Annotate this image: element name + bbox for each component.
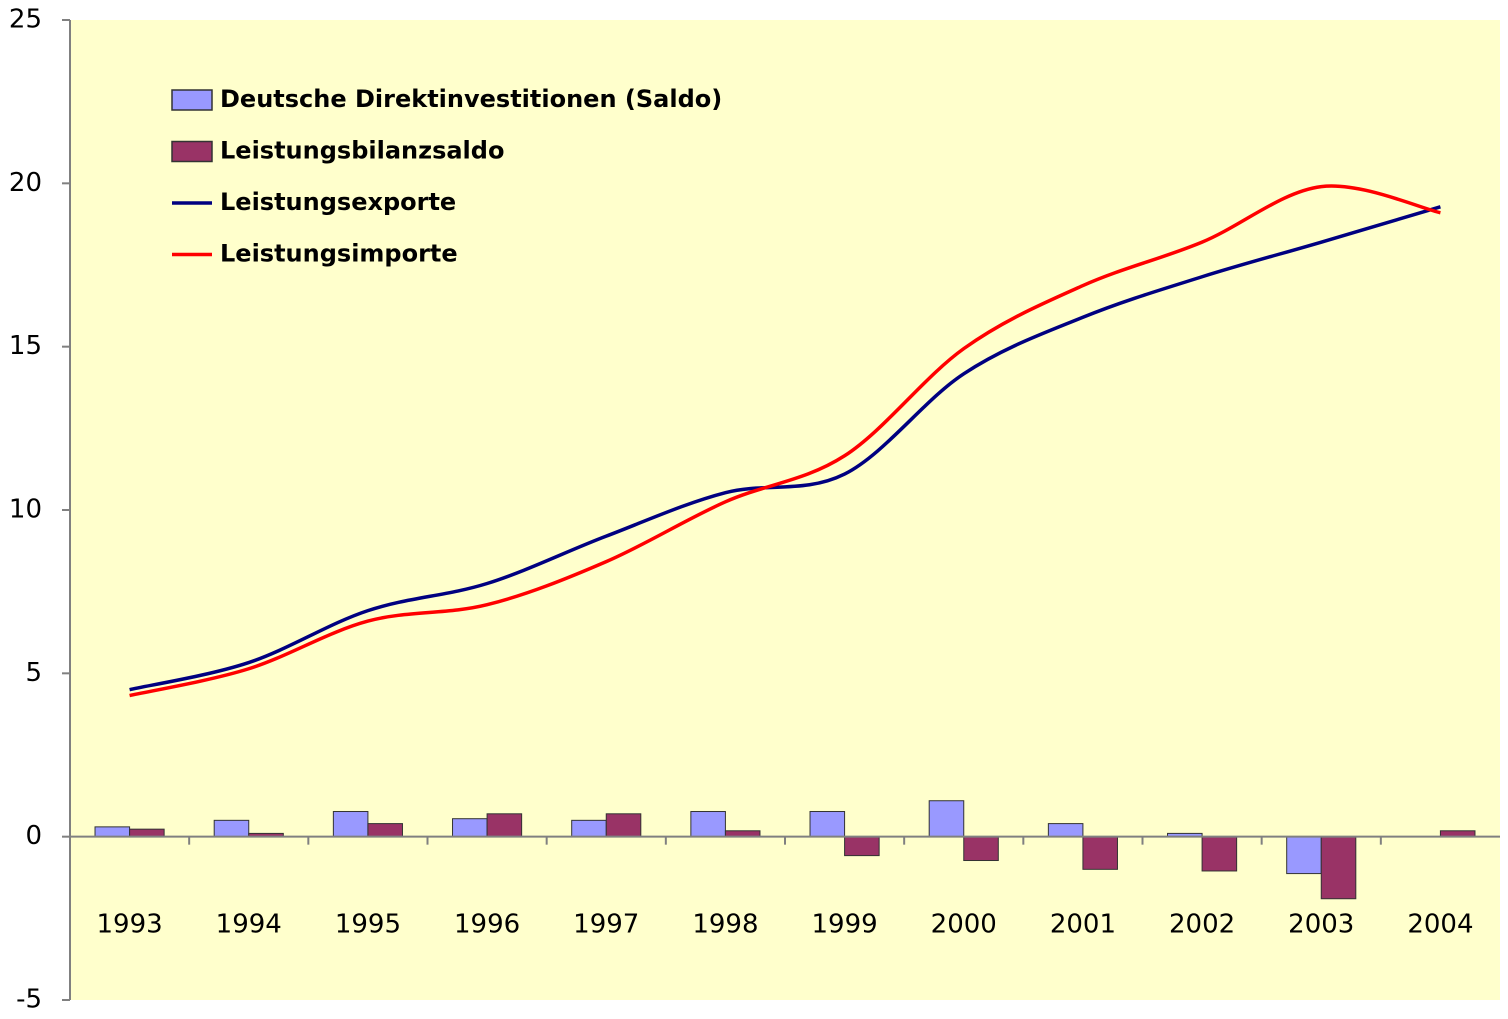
x-tick-label: 1997 [573,910,639,940]
x-tick-label: 1993 [96,910,162,940]
y-tick-label: 20 [9,168,42,198]
x-tick-label: 1996 [454,910,520,940]
bar [571,819,607,838]
bar [129,828,165,838]
x-tick-label: 1995 [335,910,401,940]
plot-area [70,20,1500,1000]
bar [452,818,488,838]
y-tick-label: -5 [16,985,42,1015]
bar [605,813,642,838]
bar [844,836,880,857]
x-tick-label: 1994 [216,910,282,940]
y-tick-label: 10 [9,495,42,525]
y-tick-label: 5 [25,658,42,688]
line [129,205,1441,692]
x-tick-label: 2002 [1169,910,1235,940]
bar [1286,836,1322,875]
bar [94,826,131,838]
bar [1082,836,1118,870]
bar [928,800,965,838]
legend-label: Leistungsimporte [220,240,458,268]
bar [1047,823,1084,838]
legend-label: Leistungsbilanzsaldo [220,137,504,165]
y-tick-label: 0 [25,821,42,851]
y-tick-label: 15 [9,331,42,361]
bar [367,823,403,838]
bar [1201,836,1238,872]
x-tick-label: 2000 [931,910,997,940]
legend-label: Leistungsexporte [220,188,456,216]
bar [690,811,726,838]
y-tick-label: 25 [9,5,42,35]
legend-label: Deutsche Direktinvestitionen (Saldo) [220,85,722,113]
bar [1320,836,1357,900]
bar [809,811,846,838]
bar [332,811,369,838]
x-tick-label: 2001 [1050,910,1116,940]
bar [213,819,250,838]
x-tick-label: 1999 [811,910,877,940]
x-tick-label: 1998 [692,910,758,940]
bar [486,813,523,838]
x-tick-label: 2004 [1407,910,1473,940]
x-tick-label: 2003 [1288,910,1354,940]
line [129,184,1441,698]
legend-swatch [171,140,213,163]
bar [963,836,999,862]
legend-swatch [171,89,213,111]
